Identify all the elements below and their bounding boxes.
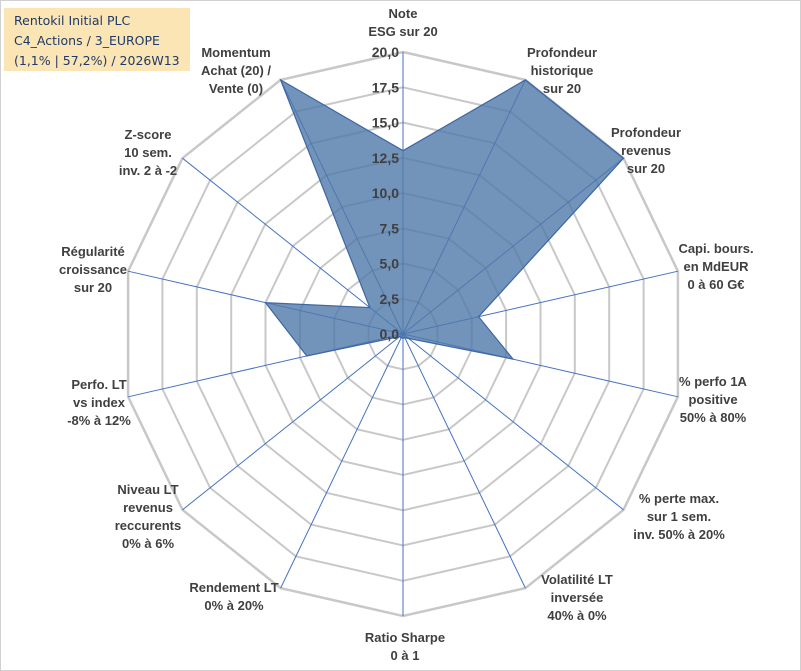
axis-label-10: Perfo. LT vs index -8% à 12%	[67, 377, 131, 428]
tick-label: 17,5	[372, 79, 399, 95]
tick-label: 5,0	[380, 256, 400, 272]
axis-label-11: Régularité croissance sur 20	[59, 244, 127, 295]
series-polygon	[264, 78, 625, 361]
axis-label-8: Rendement LT 0% à 20%	[189, 580, 278, 613]
title-stats: (1,1% | 57,2%) / 2026W13	[14, 53, 180, 68]
axis-label-0: Note ESG sur 20	[368, 6, 437, 39]
axis-label-6: Volatilité LT inversée 40% à 0%	[541, 572, 613, 623]
title-company: Rentokil Initial PLC	[14, 13, 131, 28]
tick-label: 12,5	[372, 150, 399, 166]
title-category: C4_Actions / 3_EUROPE	[14, 33, 160, 48]
spoke-12	[182, 157, 404, 335]
spoke-6	[402, 333, 526, 589]
tick-label: 7,5	[380, 220, 400, 236]
tick-label: 15,0	[372, 115, 399, 131]
tick-label: 0,0	[380, 326, 400, 342]
axis-label-13: Momentum Achat (20) / Vente (0)	[201, 45, 271, 96]
axis-label-5: % perte max. sur 1 sem. inv. 50% à 20%	[633, 491, 725, 542]
radar-axis-labels: Note ESG sur 20 Profondeur historique sur 20…	[59, 6, 754, 663]
radar-series	[264, 78, 625, 361]
chart-title-box: Rentokil Initial PLC C4_Actions / 3_EURO…	[4, 8, 190, 71]
tick-label: 2,5	[380, 291, 400, 307]
axis-label-4: % perfo 1A positive 50% à 80%	[679, 374, 748, 425]
axis-label-7: Ratio Sharpe 0 à 1	[365, 630, 445, 663]
spoke-5	[402, 333, 624, 511]
spoke-8	[280, 333, 404, 589]
axis-label-9: Niveau LT revenus reccurents 0% à 6%	[115, 482, 181, 551]
axis-label-12: Z-score 10 sem. inv. 2 à -2	[119, 127, 177, 178]
axis-label-1: Profondeur historique sur 20	[527, 45, 597, 96]
tick-label: 10,0	[372, 185, 399, 201]
axis-label-3: Capi. bours. en MdEUR 0 à 60 G€	[678, 241, 753, 292]
tick-label: 20,0	[372, 44, 399, 60]
radar-tick-labels: 0,0 2,5 5,0 7,5 10,0 12,5 15,0 17,5 20,0	[372, 44, 399, 342]
axis-label-2: Profondeur revenus sur 20	[611, 125, 681, 176]
spoke-9	[182, 333, 404, 511]
